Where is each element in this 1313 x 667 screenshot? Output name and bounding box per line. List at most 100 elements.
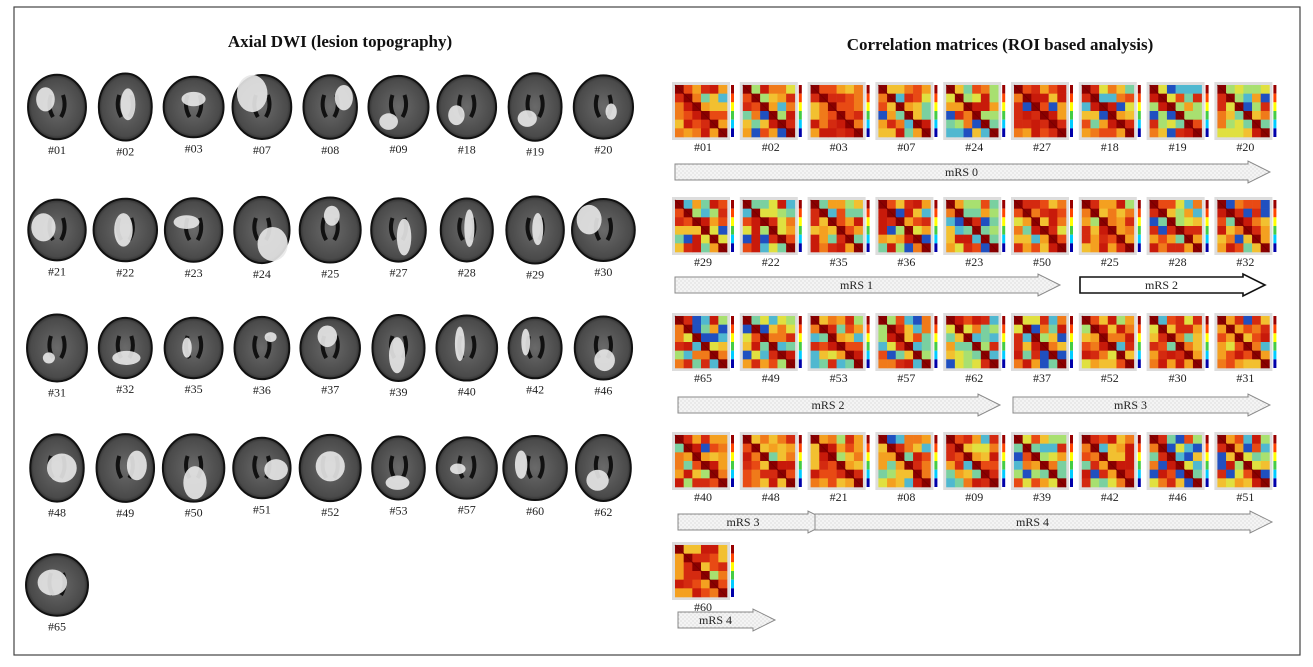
matrix-cell xyxy=(1125,435,1134,444)
matrix-cell xyxy=(760,94,769,103)
correlation-matrix xyxy=(1079,82,1141,140)
matrix-label: #30 xyxy=(1169,371,1187,385)
matrix-cell xyxy=(786,102,795,111)
matrix-cell xyxy=(1031,351,1040,360)
matrix-cell xyxy=(710,316,719,325)
matrix-cell xyxy=(692,111,701,120)
matrix-cell xyxy=(718,120,727,129)
matrix-cell xyxy=(1023,452,1032,461)
matrix-cell xyxy=(854,209,863,218)
matrix-cell xyxy=(1226,342,1235,351)
matrix-cell xyxy=(972,128,981,137)
matrix-cell xyxy=(811,102,820,111)
matrix-cell xyxy=(955,316,964,325)
matrix-label: #52 xyxy=(1101,371,1119,385)
matrix-cell xyxy=(828,435,837,444)
matrix-cell xyxy=(845,444,854,453)
matrix-cell xyxy=(845,226,854,235)
colorbar xyxy=(1070,435,1073,444)
matrix-cell xyxy=(751,452,760,461)
matrix-cell xyxy=(1082,333,1091,342)
matrix-cell xyxy=(1184,200,1193,209)
matrix-cell xyxy=(743,120,752,129)
matrix-cell xyxy=(922,85,931,94)
colorbar xyxy=(1138,217,1141,226)
colorbar xyxy=(799,94,802,103)
matrix-cell xyxy=(1099,461,1108,470)
brain-image xyxy=(572,199,635,261)
colorbar xyxy=(731,120,734,129)
matrix-cell xyxy=(964,342,973,351)
matrix-cell xyxy=(1184,461,1193,470)
matrix-cell xyxy=(1090,435,1099,444)
image-label: #27 xyxy=(390,266,408,280)
matrix-cell xyxy=(1099,342,1108,351)
matrix-cell xyxy=(1261,94,1270,103)
matrix-cell xyxy=(1261,325,1270,334)
matrix-cell xyxy=(887,435,896,444)
matrix-cell xyxy=(981,461,990,470)
matrix-cell xyxy=(701,243,710,252)
matrix-cell xyxy=(981,342,990,351)
matrix-cell xyxy=(710,200,719,209)
lesion xyxy=(237,75,268,112)
matrix-cell xyxy=(1049,316,1058,325)
matrix-cell xyxy=(1158,243,1167,252)
matrix-cell xyxy=(786,217,795,226)
matrix-cell xyxy=(1226,316,1235,325)
brain-outline xyxy=(509,318,562,379)
matrix-cell xyxy=(684,545,693,554)
colorbar xyxy=(867,470,870,479)
matrix-cell xyxy=(760,351,769,360)
image-label: #22 xyxy=(116,265,134,279)
matrix-cell xyxy=(878,351,887,360)
matrix-cell xyxy=(1158,435,1167,444)
colorbar xyxy=(867,359,870,368)
matrix-cell xyxy=(887,120,896,129)
matrix-cell xyxy=(684,562,693,571)
matrix-cell xyxy=(1150,452,1159,461)
matrix-cell xyxy=(1176,94,1185,103)
matrix-cell xyxy=(1261,85,1270,94)
matrix-cell xyxy=(1099,444,1108,453)
colorbar xyxy=(867,217,870,226)
matrix-cell xyxy=(1125,102,1134,111)
matrix-cell xyxy=(990,217,999,226)
correlation-matrix xyxy=(943,197,1005,255)
colorbar xyxy=(934,351,937,360)
matrix-cell xyxy=(1108,470,1117,479)
mrs-label: mRS 0 xyxy=(945,165,978,179)
matrix-cell xyxy=(878,235,887,244)
lesion xyxy=(121,88,136,120)
colorbar xyxy=(867,235,870,244)
matrix-cell xyxy=(913,478,922,487)
lesion xyxy=(324,206,340,226)
matrix-cell xyxy=(1176,102,1185,111)
matrix-cell xyxy=(1150,209,1159,218)
matrix-cell xyxy=(751,333,760,342)
matrix-cell xyxy=(972,85,981,94)
colorbar xyxy=(1070,444,1073,453)
colorbar xyxy=(1138,325,1141,334)
image-label: #20 xyxy=(594,143,612,157)
matrix-cell xyxy=(760,478,769,487)
matrix-cell xyxy=(981,359,990,368)
image-label: #07 xyxy=(253,143,271,157)
matrix-cell xyxy=(811,209,820,218)
matrix-cell xyxy=(1235,444,1244,453)
matrix-cell xyxy=(1099,120,1108,129)
brain-image xyxy=(30,434,83,501)
lesion xyxy=(181,92,205,106)
matrix-cell xyxy=(837,470,846,479)
matrix-cell xyxy=(675,102,684,111)
matrix-cell xyxy=(1226,111,1235,120)
correlation-matrix xyxy=(1079,313,1141,371)
matrix-cell xyxy=(786,461,795,470)
matrix-cell xyxy=(896,235,905,244)
matrix-label: #07 xyxy=(897,140,915,154)
colorbar xyxy=(1273,243,1276,252)
matrix-cell xyxy=(718,111,727,120)
matrix-cell xyxy=(675,571,684,580)
matrix-cell xyxy=(837,128,846,137)
matrix-cell xyxy=(1082,478,1091,487)
